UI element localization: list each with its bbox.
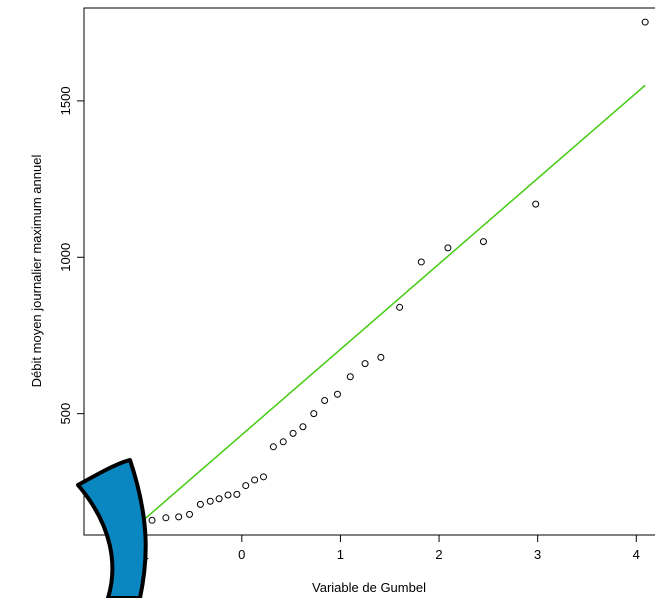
data-point — [175, 513, 183, 521]
y-axis: 500 1000 1500 — [58, 86, 84, 425]
data-point — [279, 438, 287, 446]
data-point — [251, 476, 259, 484]
data-point — [259, 473, 267, 481]
x-tick-label: 4 — [633, 547, 640, 562]
x-axis: -101234 — [137, 535, 640, 562]
data-point — [299, 423, 307, 431]
x-tick-label: 1 — [337, 547, 344, 562]
curved-band-overlay — [76, 458, 148, 598]
data-point — [206, 497, 214, 505]
x-tick-label: 3 — [534, 547, 541, 562]
x-axis-title: Variable de Gumbel — [312, 580, 426, 595]
y-axis-title: Débit moyen journalier maximum annuel — [29, 155, 44, 388]
data-point — [224, 491, 232, 499]
y-tick-label: 500 — [58, 403, 73, 425]
data-point — [377, 353, 385, 361]
data-point — [269, 443, 277, 451]
y-tick-label: 1500 — [58, 86, 73, 115]
data-point — [148, 516, 156, 524]
data-point — [532, 200, 540, 208]
data-point — [242, 482, 250, 490]
data-point — [396, 303, 404, 311]
data-point — [162, 514, 170, 522]
data-point — [196, 500, 204, 508]
data-point — [215, 495, 223, 503]
data-point — [479, 238, 487, 246]
y-tick-label: 1000 — [58, 243, 73, 272]
data-point — [333, 390, 341, 398]
data-point — [321, 397, 329, 405]
data-point — [233, 490, 241, 498]
x-tick-label: 2 — [435, 547, 442, 562]
x-tick-label: 0 — [238, 547, 245, 562]
plot-frame — [83, 7, 655, 536]
data-point — [444, 244, 452, 252]
data-point — [641, 18, 649, 26]
fit-line — [125, 84, 646, 535]
data-point — [186, 510, 194, 518]
data-point — [346, 373, 354, 381]
data-point — [289, 429, 297, 437]
data-point — [417, 258, 425, 266]
data-point — [361, 360, 369, 368]
data-point — [310, 410, 318, 418]
